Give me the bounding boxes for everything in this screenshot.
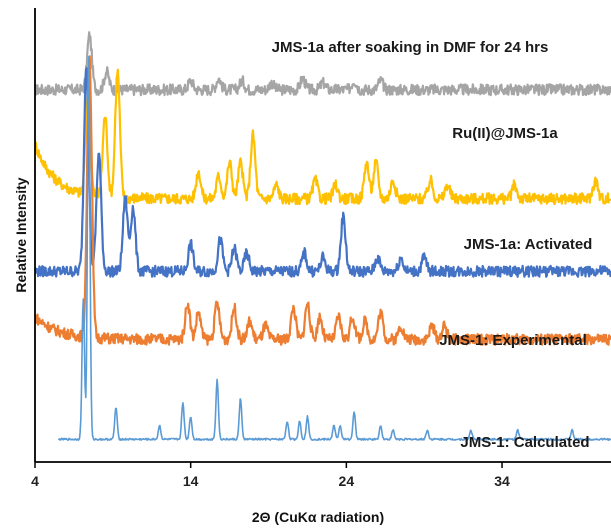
series-label-5: JMS-1: Calculated	[460, 434, 589, 451]
x-tick-label-34: 34	[494, 473, 510, 489]
series-line-5	[57, 55, 611, 441]
series-label-4: JMS-1: Experimental	[439, 332, 587, 349]
x-axis-title: 2Θ (CuKα radiation)	[252, 509, 384, 525]
x-tick-label-24: 24	[339, 473, 355, 489]
series-line-2	[35, 68, 611, 206]
x-axis-ticks: 4 14 24 34	[31, 462, 510, 489]
series-line-3	[35, 67, 611, 278]
x-tick-label-14: 14	[183, 473, 199, 489]
plot-area	[35, 31, 611, 441]
y-axis-title: Relative Intensity	[13, 177, 29, 292]
series-label-2: Ru(II)@JMS-1a	[452, 125, 558, 142]
series-label-3: JMS-1a: Activated	[464, 236, 593, 253]
series-line-1	[35, 31, 611, 97]
series-line-4	[35, 55, 611, 346]
series-labels: JMS-1a after soaking in DMF for 24 hrs Ru…	[272, 39, 593, 451]
series-label-1: JMS-1a after soaking in DMF for 24 hrs	[272, 39, 549, 56]
x-tick-label-4: 4	[31, 473, 39, 489]
